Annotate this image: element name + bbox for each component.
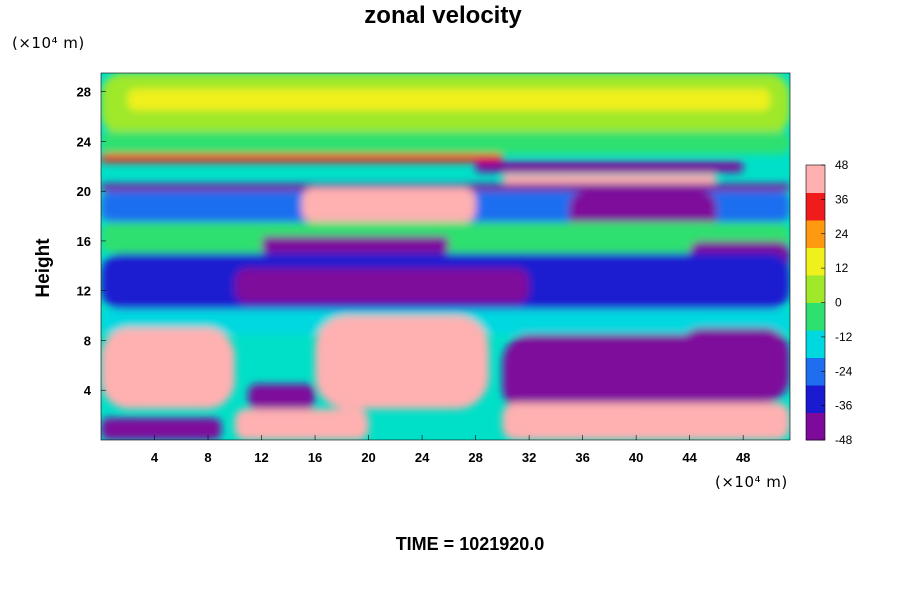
field-region-16 (101, 328, 235, 409)
velocity-field (101, 73, 790, 440)
x-tick-label: 4 (151, 450, 159, 465)
x-tick-label: 24 (415, 450, 430, 465)
field-region-20 (248, 384, 316, 409)
field-region-8 (301, 187, 476, 223)
colorbar-tick-label: -36 (835, 399, 853, 413)
colorbar-ticks: 48 36 24 12 0 -12 -24 -36 -48 (821, 158, 853, 447)
x-tick-label: 48 (736, 450, 750, 465)
field-region-22 (234, 408, 369, 440)
x-tick-label: 16 (308, 450, 322, 465)
colorbar-segment (806, 247, 825, 276)
x-tick-label: 28 (468, 450, 482, 465)
y-tick-label: 4 (84, 383, 92, 398)
x-tick-label: 12 (254, 450, 268, 465)
field-region-5 (502, 173, 717, 184)
x-axis-units: (×10⁴ m) (715, 473, 788, 491)
colorbar-segment (806, 192, 825, 221)
chart-title: zonal velocity (364, 2, 522, 29)
field-region-2 (101, 131, 790, 154)
colorbar (806, 165, 825, 441)
y-axis-ticks: 4 8 12 16 20 24 28 (77, 85, 106, 398)
y-tick-label: 16 (77, 234, 91, 249)
field-region-17 (315, 315, 489, 409)
y-tick-label: 24 (77, 134, 92, 149)
x-axis-ticks: 4 8 12 16 20 24 28 32 36 40 44 48 (151, 435, 750, 465)
colorbar-tick-label: 12 (835, 261, 849, 275)
x-tick-label: 36 (575, 450, 589, 465)
x-tick-label: 40 (629, 450, 643, 465)
y-tick-label: 12 (77, 284, 91, 299)
plot-area (100, 72, 791, 441)
y-tick-label: 28 (77, 85, 91, 100)
colorbar-tick-label: -24 (835, 364, 853, 378)
colorbar-segment (806, 357, 825, 386)
field-region-23 (502, 402, 790, 440)
colorbar-tick-label: 0 (835, 296, 842, 310)
field-region-19 (676, 328, 790, 403)
y-tick-label: 20 (77, 184, 91, 199)
time-label: TIME = 1021920.0 (396, 534, 545, 554)
colorbar-tick-label: -48 (835, 433, 853, 447)
colorbar-segment (806, 330, 825, 358)
y-axis-label: Height (33, 238, 54, 298)
colorbar-segment (806, 165, 825, 193)
colorbar-segment (806, 275, 825, 303)
colorbar-tick-label: 48 (835, 158, 849, 172)
colorbar-tick-label: 36 (835, 192, 849, 206)
field-region-21 (101, 417, 222, 440)
plot-frame (100, 72, 791, 441)
x-tick-label: 32 (522, 450, 536, 465)
colorbar-tick-label: 24 (835, 227, 849, 241)
field-region-6 (101, 183, 790, 192)
colorbar-segment (806, 412, 825, 441)
x-tick-label: 8 (204, 450, 211, 465)
y-axis-units: (×10⁴ m) (12, 34, 85, 52)
x-tick-label: 20 (361, 450, 375, 465)
colorbar-segment (806, 220, 825, 248)
colorbar-tick-label: -12 (835, 330, 853, 344)
x-tick-label: 44 (682, 450, 697, 465)
field-region-4 (475, 161, 744, 173)
y-tick-label: 8 (84, 333, 91, 348)
field-region-3 (101, 153, 503, 163)
field-region-11 (261, 235, 449, 254)
field-region-1 (127, 89, 770, 111)
colorbar-segment (806, 385, 825, 413)
colorbar-segment (806, 302, 825, 331)
field-region-14 (234, 268, 530, 304)
